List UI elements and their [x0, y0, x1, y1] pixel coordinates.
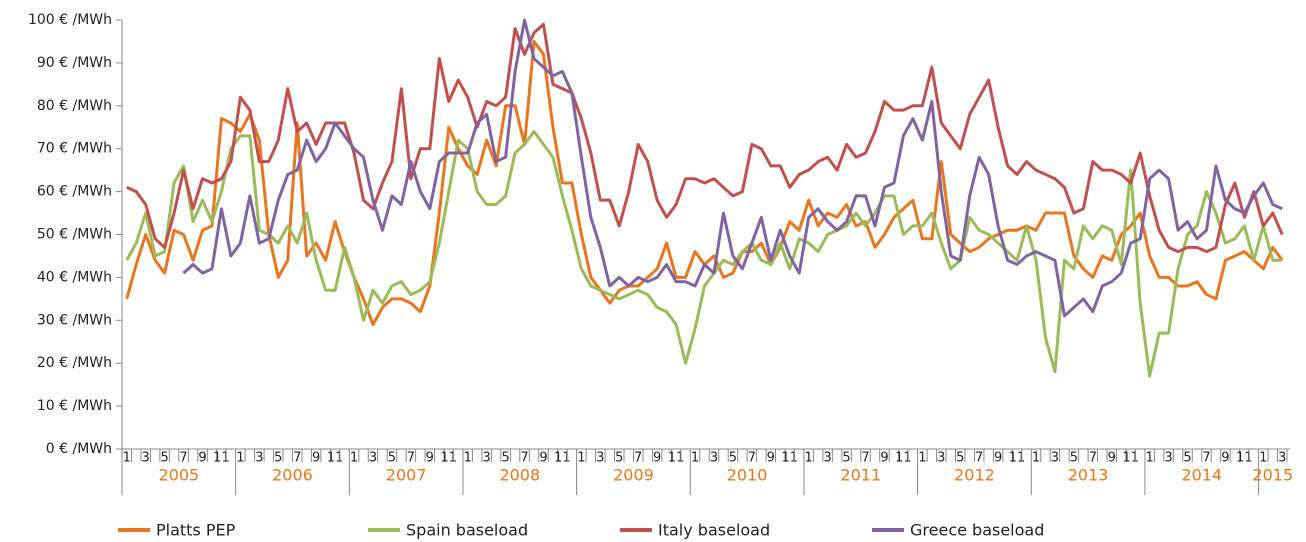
x-tick-label: 1: [350, 451, 358, 466]
x-tick-label: 11: [213, 451, 230, 466]
x-tick-label: 1: [236, 451, 244, 466]
x-tick-label: 9: [312, 451, 320, 466]
year-label: 2005: [158, 466, 199, 485]
y-tick-label: 20 € /MWh: [37, 355, 112, 371]
x-tick-label: 7: [634, 451, 642, 466]
y-tick-label: 70 € /MWh: [37, 141, 112, 157]
x-tick-label: 5: [729, 451, 737, 466]
x-tick-label: 3: [937, 451, 945, 466]
series-line: [182, 18, 1283, 318]
x-tick-label: 11: [440, 451, 457, 466]
x-tick-label: 9: [198, 451, 206, 466]
x-tick-label: 5: [388, 451, 396, 466]
x-tick-label: 11: [895, 451, 912, 466]
x-tick-label: 9: [880, 451, 888, 466]
x-tick-label: 11: [327, 451, 344, 466]
y-tick-label: 0 € /MWh: [46, 441, 112, 457]
x-tick-label: 1: [1259, 451, 1267, 466]
y-tick-label: 80 € /MWh: [37, 98, 112, 114]
x-tick-label: 7: [1202, 451, 1210, 466]
x-tick-label: 5: [160, 451, 168, 466]
year-label: 2009: [613, 466, 654, 485]
x-tick-label: 11: [1236, 451, 1253, 466]
x-tick-label: 1: [123, 451, 131, 466]
x-tick-label: 9: [426, 451, 434, 466]
y-tick-label: 10 € /MWh: [37, 398, 112, 414]
year-label: 2011: [840, 466, 881, 485]
x-tick-label: 7: [975, 451, 983, 466]
series-line: [126, 22, 1284, 254]
x-tick-label: 7: [861, 451, 869, 466]
year-label: 2015: [1252, 466, 1293, 485]
x-tick-label: 7: [748, 451, 756, 466]
legend-label: Platts PEP: [156, 521, 236, 540]
x-tick-label: 5: [615, 451, 623, 466]
x-tick-label: 5: [842, 451, 850, 466]
year-label: 2007: [386, 466, 427, 485]
x-tick-label: 1: [1146, 451, 1154, 466]
x-tick-label: 11: [1009, 451, 1026, 466]
x-tick-label: 11: [668, 451, 685, 466]
x-tick-label: 5: [274, 451, 282, 466]
legend-label: Greece baseload: [910, 521, 1044, 540]
x-tick-label: 3: [823, 451, 831, 466]
x-tick-label: 1: [1032, 451, 1040, 466]
x-tick-label: 5: [1183, 451, 1191, 466]
x-tick-label: 7: [1089, 451, 1097, 466]
y-tick-label: 50 € /MWh: [37, 227, 112, 243]
x-tick-label: 3: [710, 451, 718, 466]
x-tick-label: 11: [1122, 451, 1139, 466]
year-label: 2012: [954, 466, 995, 485]
y-tick-label: 100 € /MWh: [28, 12, 112, 28]
x-tick-label: 1: [805, 451, 813, 466]
year-label: 2006: [272, 466, 313, 485]
x-tick-label: 1: [464, 451, 472, 466]
x-tick-label: 7: [293, 451, 301, 466]
x-tick-label: 5: [956, 451, 964, 466]
x-tick-label: 9: [767, 451, 775, 466]
x-tick-label: 5: [501, 451, 509, 466]
x-tick-label: 3: [142, 451, 150, 466]
series-line: [125, 130, 1283, 378]
x-tick-label: 3: [483, 451, 491, 466]
x-tick-label: 1: [691, 451, 699, 466]
x-tick-label: 9: [1221, 451, 1229, 466]
x-tick-label: 1: [918, 451, 926, 466]
x-tick-label: 7: [179, 451, 187, 466]
year-label: 2010: [727, 466, 768, 485]
y-tick-label: 60 € /MWh: [37, 184, 112, 200]
y-tick-label: 90 € /MWh: [37, 55, 112, 71]
x-tick-label: 3: [596, 451, 604, 466]
x-tick-label: 9: [994, 451, 1002, 466]
x-tick-label: 3: [255, 451, 263, 466]
legend-label: Italy baseload: [658, 521, 770, 540]
year-label: 2013: [1068, 466, 1109, 485]
x-tick-label: 3: [369, 451, 377, 466]
y-tick-label: 30 € /MWh: [37, 312, 112, 328]
x-tick-label: 3: [1278, 451, 1286, 466]
x-tick-label: 5: [1070, 451, 1078, 466]
x-tick-label: 11: [781, 451, 798, 466]
x-tick-label: 3: [1164, 451, 1172, 466]
y-tick-label: 40 € /MWh: [37, 269, 112, 285]
x-tick-label: 1: [577, 451, 585, 466]
x-tick-label: 3: [1051, 451, 1059, 466]
x-tick-label: 7: [407, 451, 415, 466]
x-tick-label: 9: [539, 451, 547, 466]
legend-label: Spain baseload: [406, 521, 528, 540]
x-tick-label: 9: [1108, 451, 1116, 466]
x-tick-label: 9: [653, 451, 661, 466]
year-label: 2014: [1181, 466, 1222, 485]
x-tick-label: 11: [554, 451, 571, 466]
x-tick-label: 7: [520, 451, 528, 466]
year-label: 2008: [499, 466, 540, 485]
